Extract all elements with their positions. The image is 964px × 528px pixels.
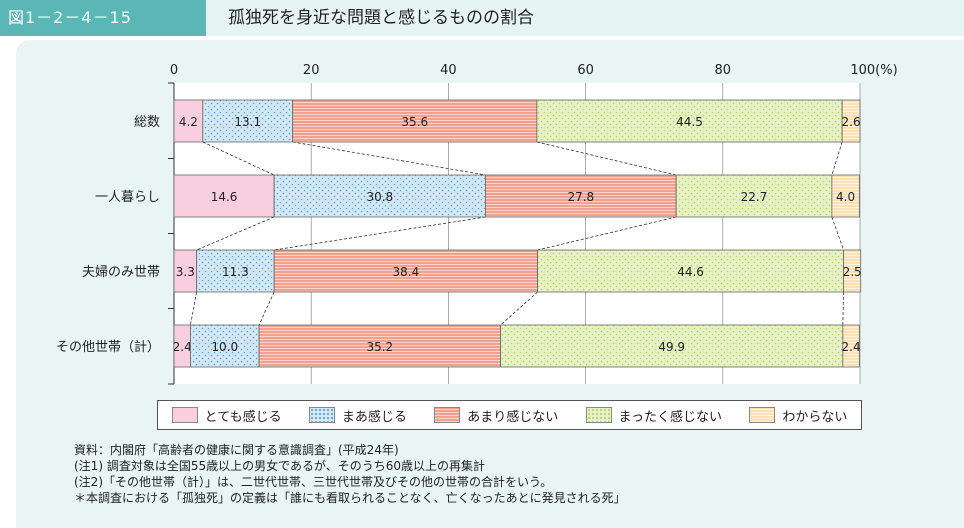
bar-segment — [536, 99, 843, 143]
legend-swatch — [308, 407, 335, 423]
chart-legend: とても感じる まあ感じる あまり感じない まったく感じない わからない — [157, 400, 862, 430]
note-line: 資料：内閣府「高齢者の健康に関する意識調査」(平成24年) — [74, 443, 399, 457]
data-label: 13.1 — [234, 115, 261, 129]
data-label: 10.0 — [211, 340, 238, 354]
bar-segment — [485, 174, 677, 218]
data-label: 22.7 — [741, 190, 768, 204]
note-line: ＊本調査における「孤独死」の定義は「誰にも看取られることなく、亡くなったあとに発… — [74, 491, 626, 505]
figure-header: 図1－2－4－15 孤独死を身近な問題と感じるものの割合 — [0, 0, 964, 36]
data-label: 2.5 — [843, 265, 862, 279]
category-label: 総数 — [134, 115, 160, 130]
data-label: 2.4 — [173, 340, 192, 354]
legend-label: まあ感じる — [341, 409, 407, 425]
data-label: 11.3 — [222, 265, 249, 279]
stacked-bar-chart: 0 20 40 60 80 100(%) 総数 4.2 13.1 35.6 44.5 2.6 一人暮らし… — [56, 63, 898, 385]
source-notes: 資料：内閣府「高齢者の健康に関する意識調査」(平成24年) (注1) 調査対象は全… — [74, 442, 626, 506]
data-label: 27.8 — [567, 190, 594, 204]
category-label: その他世帯（計） — [56, 339, 160, 355]
connector-line — [831, 141, 843, 176]
legend-swatch — [585, 407, 612, 423]
data-label: 30.8 — [366, 190, 393, 204]
data-label: 2.4 — [842, 340, 861, 354]
legend-swatch — [749, 407, 776, 423]
bar-segment — [537, 249, 844, 293]
bar-segment — [843, 249, 862, 293]
data-label: 49.9 — [658, 340, 685, 354]
connector-line — [536, 141, 677, 176]
connector-line — [831, 216, 844, 251]
data-label: 2.6 — [842, 115, 861, 129]
note-line: (注1) 調査対象は全国55歳以上の男女であるが、そのうち60歳以上の再集計 — [74, 459, 485, 473]
bar-segment — [273, 174, 486, 218]
category-label: 夫婦のみ世帯 — [82, 264, 160, 280]
x-tick-label: 20 — [303, 63, 320, 78]
connector-line — [274, 216, 486, 251]
bar-segment — [202, 99, 294, 143]
legend-label: まったく感じない — [618, 409, 723, 425]
data-label: 44.6 — [677, 265, 704, 279]
x-tick-label: 100(%) — [850, 63, 897, 78]
data-label: 35.6 — [401, 115, 428, 129]
figure-number: 図1－2－4－15 — [0, 0, 206, 36]
bar-segment — [842, 324, 860, 368]
data-label: 44.5 — [676, 115, 703, 129]
bar-segment — [190, 324, 260, 368]
x-tick-label: 0 — [170, 63, 178, 78]
data-label: 14.6 — [211, 190, 238, 204]
x-tick-label: 60 — [577, 63, 594, 78]
legend-swatch — [434, 407, 461, 423]
connector-line — [500, 291, 538, 326]
note-line: (注2)「その他世帯（計）」は、二世代世帯、三世代世帯及びその他の世帯の合計をい… — [74, 475, 553, 489]
legend-label: わからない — [782, 409, 848, 425]
legend-item: あまり感じない — [434, 406, 558, 425]
data-label: 38.4 — [393, 265, 420, 279]
legend-item: わからない — [749, 406, 847, 425]
connector-line — [537, 216, 677, 251]
bar-segment — [831, 174, 860, 218]
legend-item: まったく感じない — [585, 406, 723, 425]
category-label: 一人暮らし — [95, 190, 160, 205]
connector-line — [258, 291, 275, 326]
figure-title: 孤独死を身近な問題と感じるものの割合 — [228, 8, 534, 28]
connector-line — [190, 291, 198, 326]
data-label: 35.2 — [366, 340, 393, 354]
legend-item: とても感じる — [171, 406, 282, 425]
bar-segment — [273, 249, 538, 293]
bar-segment — [258, 324, 501, 368]
bar-segment — [292, 99, 538, 143]
bar-segment — [675, 174, 833, 218]
data-label: 3.3 — [176, 265, 195, 279]
connector-line — [842, 291, 844, 326]
bar-segment — [841, 99, 861, 143]
data-label: 4.0 — [836, 190, 855, 204]
data-label: 4.2 — [179, 115, 198, 129]
bar-segment — [173, 174, 275, 218]
connector-line — [202, 141, 275, 176]
x-tick-label: 80 — [715, 63, 732, 78]
bar-segment — [173, 99, 204, 143]
legend-item: まあ感じる — [308, 406, 407, 425]
connector-line — [196, 216, 275, 251]
bar-segment — [500, 324, 844, 368]
legend-label: とても感じる — [204, 409, 282, 425]
legend-label: あまり感じない — [467, 409, 559, 425]
x-tick-label: 40 — [440, 63, 457, 78]
legend-swatch — [171, 407, 198, 423]
connector-line — [292, 141, 486, 176]
